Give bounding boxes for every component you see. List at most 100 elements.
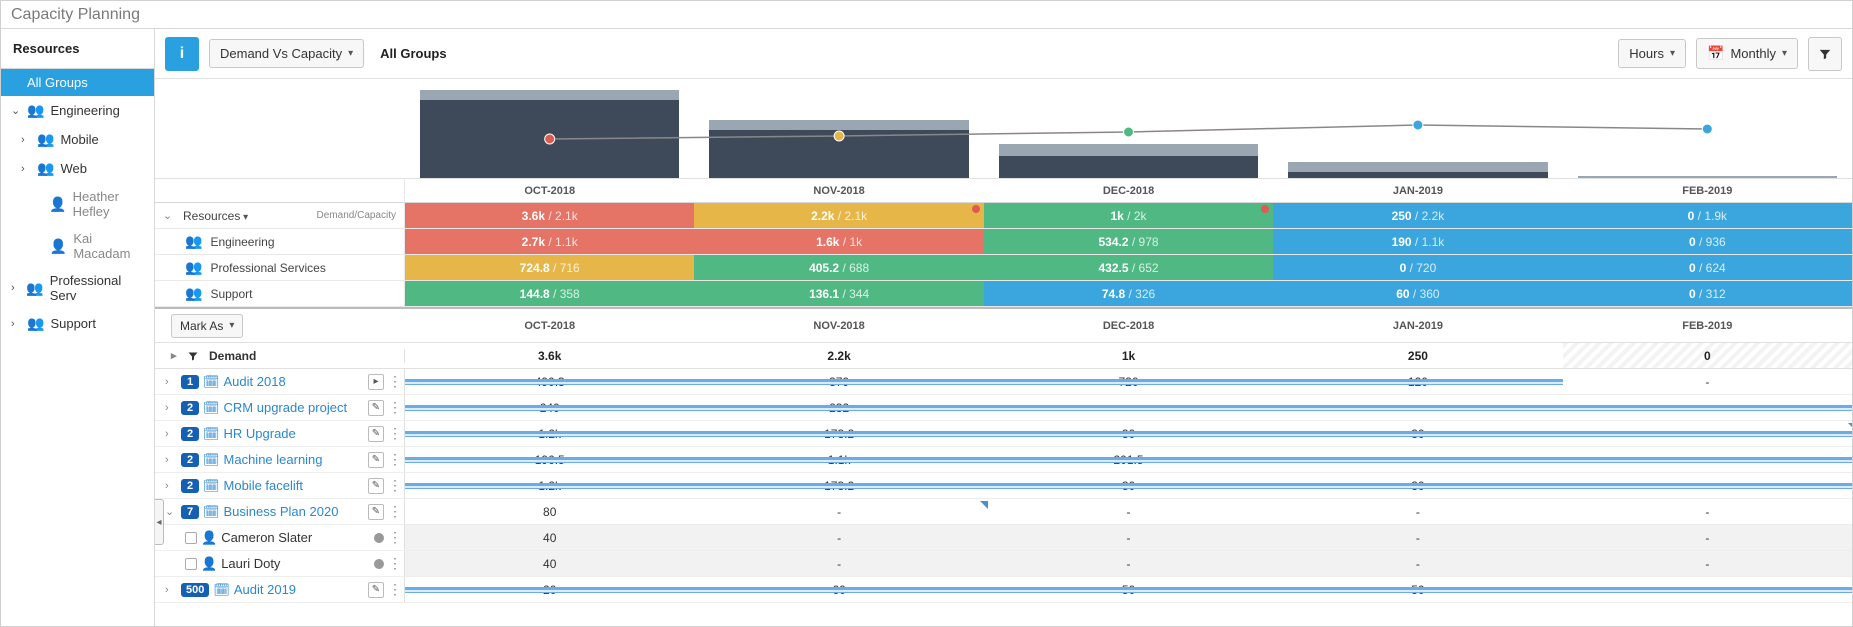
capacity-cell[interactable]: 74.8 / 326 xyxy=(984,281,1273,306)
demand-cell[interactable]: 379 xyxy=(694,369,983,394)
play-icon[interactable]: ▸ xyxy=(368,374,384,390)
demand-cell[interactable]: 1.1k xyxy=(694,447,983,472)
capacity-cell[interactable]: 534.2 / 978 xyxy=(984,229,1273,254)
demand-cell[interactable]: - xyxy=(984,499,1273,524)
capacity-cell[interactable]: 136.1 / 344 xyxy=(694,281,983,306)
more-icon[interactable]: ⋮ xyxy=(388,477,402,494)
capacity-cell[interactable]: 0 / 312 xyxy=(1563,281,1852,306)
edit-icon[interactable]: ✎ xyxy=(368,478,384,494)
demand-cell[interactable]: 232 xyxy=(694,395,983,420)
project-link[interactable]: HR Upgrade xyxy=(224,426,296,441)
demand-cell[interactable]: 50 xyxy=(984,577,1273,602)
demand-cell[interactable]: 196.5 xyxy=(405,447,694,472)
view-selector[interactable]: Demand Vs Capacity xyxy=(209,39,364,68)
demand-cell[interactable]: 720 xyxy=(984,369,1273,394)
edit-icon[interactable]: ✎ xyxy=(368,582,384,598)
sidebar-item[interactable]: ⌄👥Engineering xyxy=(1,96,154,125)
capacity-cell[interactable]: 0 / 720 xyxy=(1273,255,1562,280)
demand-cell[interactable]: - xyxy=(1273,447,1562,472)
more-icon[interactable]: ⋮ xyxy=(388,399,402,416)
demand-cell[interactable]: 173.2 xyxy=(694,473,983,498)
project-link[interactable]: Mobile facelift xyxy=(224,478,303,493)
resources-label[interactable]: Resources xyxy=(183,209,248,223)
demand-cell[interactable]: 50 xyxy=(1273,577,1562,602)
capacity-cell[interactable]: 60 / 360 xyxy=(1273,281,1562,306)
more-icon[interactable]: ⋮ xyxy=(388,503,402,520)
demand-cell[interactable]: 80 xyxy=(405,499,694,524)
more-icon[interactable]: ⋮ xyxy=(388,581,402,598)
filter-button[interactable] xyxy=(1808,37,1842,71)
capacity-cell[interactable]: 405.2 / 688 xyxy=(694,255,983,280)
demand-cell[interactable]: 20 xyxy=(405,577,694,602)
chevron-right-icon[interactable]: ▸ xyxy=(171,349,183,362)
capacity-cell[interactable]: 2.7k / 1.1k xyxy=(405,229,694,254)
project-link[interactable]: Machine learning xyxy=(224,452,323,467)
unit-selector[interactable]: Hours xyxy=(1618,39,1686,68)
demand-cell[interactable]: - xyxy=(694,551,983,576)
capacity-cell[interactable]: 432.5 / 652 xyxy=(984,255,1273,280)
demand-cell[interactable]: - xyxy=(1563,551,1852,576)
collapse-sidebar-handle[interactable]: ◂ xyxy=(155,499,164,545)
capacity-cell[interactable]: 0 / 936 xyxy=(1563,229,1852,254)
project-link[interactable]: Audit 2019 xyxy=(234,582,296,597)
demand-cell[interactable]: - xyxy=(1563,421,1852,446)
sidebar-item[interactable]: ›👥Mobile xyxy=(1,125,154,154)
chevron-icon[interactable]: › xyxy=(165,376,177,388)
sidebar-item[interactable]: 👤Kai Macadam xyxy=(1,225,154,267)
demand-cell[interactable]: 40 xyxy=(405,525,694,550)
capacity-cell[interactable]: 190 / 1.1k xyxy=(1273,229,1562,254)
sidebar-item[interactable]: ›👥Support xyxy=(1,309,154,338)
chevron-icon[interactable]: › xyxy=(165,428,177,440)
capacity-cell[interactable]: 724.8 / 716 xyxy=(405,255,694,280)
capacity-cell[interactable]: 250 / 2.2k xyxy=(1273,203,1562,228)
chevron-icon[interactable]: › xyxy=(165,454,177,466)
demand-cell[interactable]: - xyxy=(1563,395,1852,420)
checkbox[interactable] xyxy=(185,532,197,544)
demand-cell[interactable]: - xyxy=(1563,447,1852,472)
info-button[interactable]: i xyxy=(165,37,199,71)
edit-icon[interactable]: ✎ xyxy=(368,452,384,468)
demand-cell[interactable]: 1.2k xyxy=(405,421,694,446)
capacity-cell[interactable]: 0 / 624 xyxy=(1563,255,1852,280)
capacity-cell[interactable]: 0 / 1.9k xyxy=(1563,203,1852,228)
filter-icon[interactable] xyxy=(187,350,199,362)
demand-cell[interactable]: - xyxy=(1563,473,1852,498)
sidebar-item[interactable]: ›👥Web xyxy=(1,154,154,183)
chevron-icon[interactable]: › xyxy=(165,584,177,596)
demand-cell[interactable]: 60 xyxy=(694,577,983,602)
capacity-cell[interactable]: 1k / 2k xyxy=(984,203,1273,228)
demand-cell[interactable]: - xyxy=(694,499,983,524)
demand-cell[interactable]: 30 xyxy=(1273,473,1562,498)
capacity-cell[interactable]: 2.2k / 2.1k xyxy=(694,203,983,228)
demand-cell[interactable]: 173.2 xyxy=(694,421,983,446)
demand-cell[interactable]: 30 xyxy=(1273,421,1562,446)
capacity-cell[interactable]: 144.8 / 358 xyxy=(405,281,694,306)
demand-cell[interactable]: - xyxy=(1563,369,1852,394)
demand-cell[interactable]: 490.3 xyxy=(405,369,694,394)
more-icon[interactable]: ⋮ xyxy=(388,451,402,468)
capacity-cell[interactable]: 1.6k / 1k xyxy=(694,229,983,254)
chevron-icon[interactable]: › xyxy=(165,480,177,492)
demand-cell[interactable]: 1.2k xyxy=(405,473,694,498)
demand-cell[interactable]: - xyxy=(1273,499,1562,524)
demand-cell[interactable]: - xyxy=(694,525,983,550)
edit-icon[interactable]: ✎ xyxy=(368,504,384,520)
demand-cell[interactable]: 240 xyxy=(405,395,694,420)
demand-cell[interactable] xyxy=(1563,577,1852,602)
more-icon[interactable]: ⋮ xyxy=(388,373,402,390)
chevron-icon[interactable]: › xyxy=(165,402,177,414)
demand-cell[interactable]: - xyxy=(1563,525,1852,550)
checkbox[interactable] xyxy=(185,558,197,570)
demand-cell[interactable]: - xyxy=(1273,551,1562,576)
more-icon[interactable]: ⋮ xyxy=(388,555,402,572)
edit-icon[interactable]: ✎ xyxy=(368,426,384,442)
project-link[interactable]: Business Plan 2020 xyxy=(224,504,339,519)
period-selector[interactable]: 📅 Monthly xyxy=(1696,38,1798,69)
more-icon[interactable]: ⋮ xyxy=(388,425,402,442)
demand-cell[interactable]: 201.5 xyxy=(984,447,1273,472)
demand-cell[interactable]: - xyxy=(1563,499,1852,524)
demand-cell[interactable]: 30 xyxy=(984,473,1273,498)
capacity-cell[interactable]: 3.6k / 2.1k xyxy=(405,203,694,228)
project-link[interactable]: Audit 2018 xyxy=(224,374,286,389)
project-link[interactable]: CRM upgrade project xyxy=(224,400,348,415)
